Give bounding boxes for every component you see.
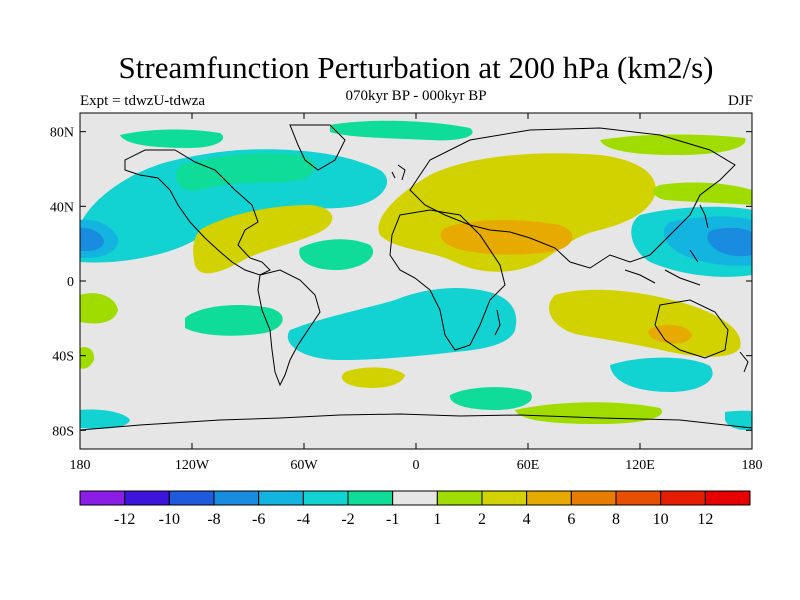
colorbar-swatch bbox=[704, 490, 751, 506]
lon-tick-label: 180 bbox=[742, 458, 763, 473]
colorbar-label: -6 bbox=[252, 511, 265, 528]
contour-negative-southern-band bbox=[287, 288, 517, 360]
colorbar-swatch bbox=[436, 490, 483, 506]
colorbar-swatch bbox=[615, 490, 662, 506]
contour-negative-arctic bbox=[330, 120, 473, 141]
colorbar-swatch bbox=[392, 490, 438, 506]
coastline-greenland bbox=[289, 124, 346, 171]
colorbar-label: 10 bbox=[653, 511, 669, 528]
contour-negative-south-america-patch bbox=[185, 305, 283, 336]
contour-positive-east-pacific-south bbox=[80, 347, 95, 369]
lon-tick-label: 60W bbox=[290, 458, 318, 473]
contour-negative-north-atlantic-core bbox=[176, 153, 315, 191]
experiment-label: Expt = tdwzU-tdwza bbox=[80, 93, 206, 109]
colorbar-label: 4 bbox=[523, 511, 531, 528]
colorbar-swatch bbox=[347, 490, 394, 506]
colorbar-swatch bbox=[570, 490, 617, 506]
colorbar-label: 12 bbox=[697, 511, 713, 528]
contour-field bbox=[80, 113, 752, 449]
lat-tick-label: 40N bbox=[50, 200, 74, 215]
colorbar-label: -4 bbox=[297, 511, 310, 528]
colorbar-swatch bbox=[258, 490, 304, 506]
colorbar-label: 2 bbox=[478, 511, 486, 528]
contour-negative-west-pacific-core bbox=[707, 227, 752, 257]
lat-tick-label: 40S bbox=[52, 350, 74, 365]
coastline-north-america bbox=[124, 149, 271, 276]
contour-negative-tropical-atlantic bbox=[299, 239, 374, 271]
lon-tick-label: 60E bbox=[517, 458, 540, 473]
colorbar-label: 6 bbox=[567, 511, 575, 528]
coastline-uk bbox=[391, 164, 406, 181]
longitude-axis: 180 120W 60W 0 60E 120E 180 bbox=[70, 113, 763, 473]
coastline-south-america bbox=[257, 269, 321, 387]
colorbar-label: -2 bbox=[341, 511, 354, 528]
contour-negative-southern-ocean bbox=[449, 387, 532, 410]
contour-negative-indian-ocean-south bbox=[610, 357, 713, 392]
contour-negative-south-pacific-left bbox=[80, 409, 130, 429]
contour-positive-west-south-pacific bbox=[80, 293, 118, 324]
lat-tick-label: 80N bbox=[50, 126, 74, 141]
lon-tick-label: 180 bbox=[70, 458, 91, 473]
colorbar-swatch bbox=[660, 490, 706, 506]
coastline-australia bbox=[654, 299, 729, 359]
colorbar-swatch bbox=[526, 490, 572, 506]
lon-tick-label: 0 bbox=[413, 458, 420, 473]
chart-subtitle: 070kyr BP - 000kyr BP bbox=[345, 88, 487, 104]
contour-positive-north-ribbon bbox=[653, 182, 752, 205]
colorbar-label: 1 bbox=[433, 511, 441, 528]
contour-positive-south-atlantic bbox=[341, 367, 405, 388]
coastline-eurasia bbox=[409, 127, 736, 269]
coastlines bbox=[80, 124, 752, 431]
contour-positive-australia-core bbox=[648, 324, 692, 344]
colorbar-swatch bbox=[481, 490, 528, 506]
lat-tick-label: 0 bbox=[67, 275, 74, 290]
season-label: DJF bbox=[727, 93, 753, 109]
colorbar-label: -8 bbox=[207, 511, 220, 528]
contour-positive-eurasia-inner bbox=[440, 220, 573, 255]
lon-tick-label: 120W bbox=[175, 458, 210, 473]
coastline-madagascar bbox=[494, 309, 501, 336]
colorbar-swatch bbox=[79, 490, 126, 506]
contour-negative-east-pacific-core bbox=[80, 227, 104, 252]
contour-positive-australia bbox=[549, 289, 741, 357]
colorbar-label: -10 bbox=[159, 511, 180, 528]
lon-tick-label: 120E bbox=[625, 458, 655, 473]
colorbar-swatch bbox=[213, 490, 260, 506]
coastline-japan bbox=[699, 204, 709, 229]
chart-title: Streamfunction Perturbation at 200 hPa (… bbox=[118, 50, 714, 85]
colorbar: -12 -10 -8 -6 -4 -2 -1 1 2 4 6 8 10 12 bbox=[79, 490, 751, 528]
colorbar-swatch bbox=[124, 490, 170, 506]
coastline-islands-southeast-asia bbox=[624, 249, 701, 286]
colorbar-label: -1 bbox=[386, 511, 399, 528]
contour-positive-north-america bbox=[193, 205, 333, 274]
coastline-new-zealand bbox=[739, 351, 749, 373]
colorbar-label: -12 bbox=[114, 511, 135, 528]
coastline-antarctica bbox=[80, 413, 752, 431]
contour-negative-north-cap bbox=[120, 129, 224, 148]
latitude-axis: 80N 40N 0 40S 80S bbox=[50, 126, 752, 439]
lat-tick-label: 80S bbox=[52, 424, 74, 439]
colorbar-swatch bbox=[302, 490, 349, 506]
colorbar-swatch bbox=[168, 490, 215, 506]
colorbar-label: 8 bbox=[612, 511, 620, 528]
coastline-africa bbox=[389, 209, 506, 351]
